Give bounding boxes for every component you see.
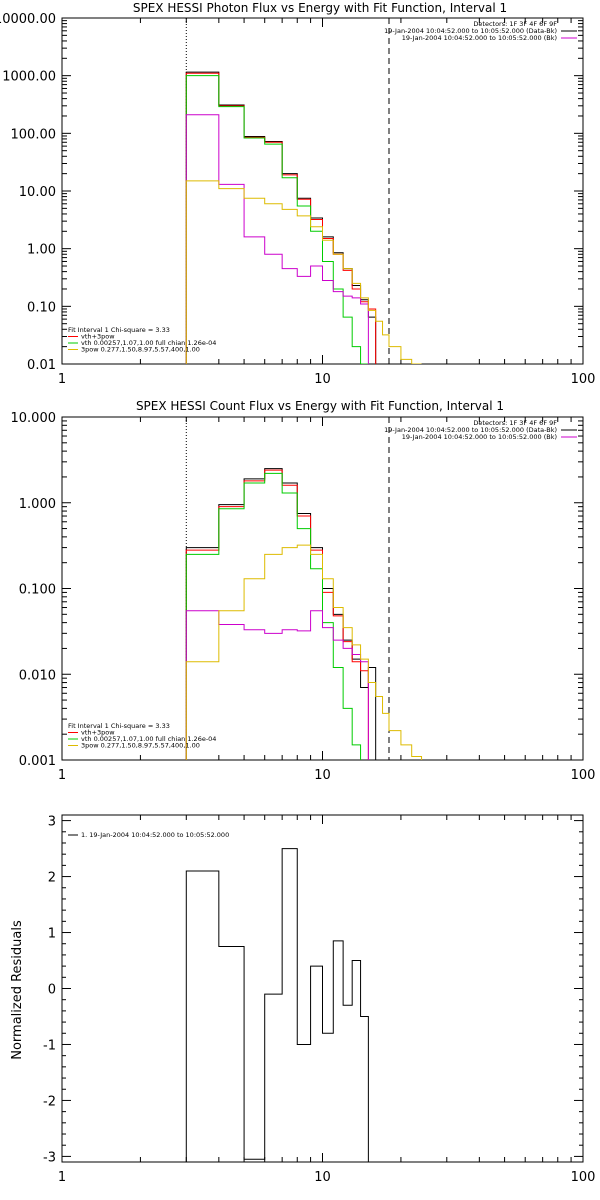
data-layer [185,18,422,364]
y-tick-label: 0.010 [19,668,56,683]
legend-right-text: 19-Jan-2004 10:04:52.000 to 10:05:52.000… [384,426,557,434]
y-tick-label: -2 [43,1094,56,1109]
count-flux-panel: SPEX HESSI Count Flux vs Energy with Fit… [11,399,596,783]
y-tick-label: 1.000 [19,497,56,512]
x-tick-label: 1 [58,372,66,387]
series-4-histogram [185,544,423,760]
legend-right-text: 19-Jan-2004 10:04:52.000 to 10:05:52.000… [402,34,557,42]
data-layer [185,417,423,760]
legend-left-text: 3pow 0.277,1.50,8.97,5.57,400,1.00 [81,346,200,354]
series-0-histogram [185,71,377,364]
data-layer [185,848,369,1162]
y-tick-label: 2 [48,871,56,886]
series-0-histogram [185,848,369,1162]
legend-left-text: 1. 19-Jan-2004 10:04:52.000 to 10:05:52.… [81,831,229,839]
x-tick-label: 100 [571,372,596,387]
x-tick-label: 1 [58,768,66,783]
legend-left-text: Fit Interval 1 Chi-square = 3.33 [68,326,170,334]
y-tick-label: 1.00 [27,243,56,258]
series-1-histogram [185,469,369,760]
y-tick-label: 10.000 [11,411,57,426]
legend-right-text: 19-Jan-2004 10:04:52.000 to 10:05:52.000… [384,27,557,35]
legend-right-text: Detectors: 1F 3F 4F 6F 9F [473,419,557,427]
legend-left-text: vth+3pow [81,729,115,737]
series-0-histogram [185,468,377,760]
legend-left-text: vth 0.00257,1.07,1.00 full chian 1.26e-0… [81,735,216,743]
series-4-histogram [185,180,422,364]
y-tick-label: 0.001 [19,754,56,769]
legend-right-text: Detectors: 1F 3F 4F 6F 9F [473,20,557,28]
y-tick-label: 0.01 [27,358,56,373]
legend-left-text: 3pow 0.277,1.50,8.97,5.57,400,1.00 [81,742,200,750]
y-tick-label: 0.10 [27,300,56,315]
y-tick-label: 1 [48,927,56,942]
y-tick-label: -1 [43,1038,56,1053]
y-tick-label: 100.00 [11,127,57,142]
series-3-histogram [185,114,369,364]
series-2-histogram [185,472,362,760]
y-tick-label: 10000.00 [0,12,56,27]
y-tick-label: -3 [43,1150,56,1165]
residuals-panel: Normalized Residuals 1 10 100 -3 -2 -1 0 1 2 3 1. … [10,814,596,1185]
plot-frame [61,17,584,365]
x-tick-label: 10 [314,372,331,387]
residuals-y-axis-label: Normalized Residuals [10,920,25,1060]
photon-flux-panel: SPEX HESSI Photon Flux vs Energy with Fi… [0,1,595,387]
y-tick-label: 10.00 [19,185,56,200]
y-tick-label: 3 [48,815,56,830]
y-tick-label: 0.100 [19,583,56,598]
x-tick-label: 1 [58,1170,66,1185]
series-1-histogram [185,72,377,364]
legend-left-text: vth 0.00257,1.07,1.00 full chian 1.26e-0… [81,339,216,347]
photon-flux-title: SPEX HESSI Photon Flux vs Energy with Fi… [133,1,507,15]
legend-left-text: Fit Interval 1 Chi-square = 3.33 [68,722,170,730]
legend-right-text: 19-Jan-2004 10:04:52.000 to 10:05:52.000… [402,433,557,441]
x-tick-label: 10 [314,768,331,783]
y-tick-label: 1000.00 [2,70,56,85]
y-tick-label: 0 [48,983,56,998]
x-tick-label: 10 [314,1170,331,1185]
series-3-histogram [185,610,369,760]
legend-left-text: vth+3pow [81,333,115,341]
x-tick-label: 100 [571,1170,596,1185]
x-tick-label: 100 [571,768,596,783]
count-flux-title: SPEX HESSI Count Flux vs Energy with Fit… [136,399,504,413]
series-2-histogram [185,75,369,364]
